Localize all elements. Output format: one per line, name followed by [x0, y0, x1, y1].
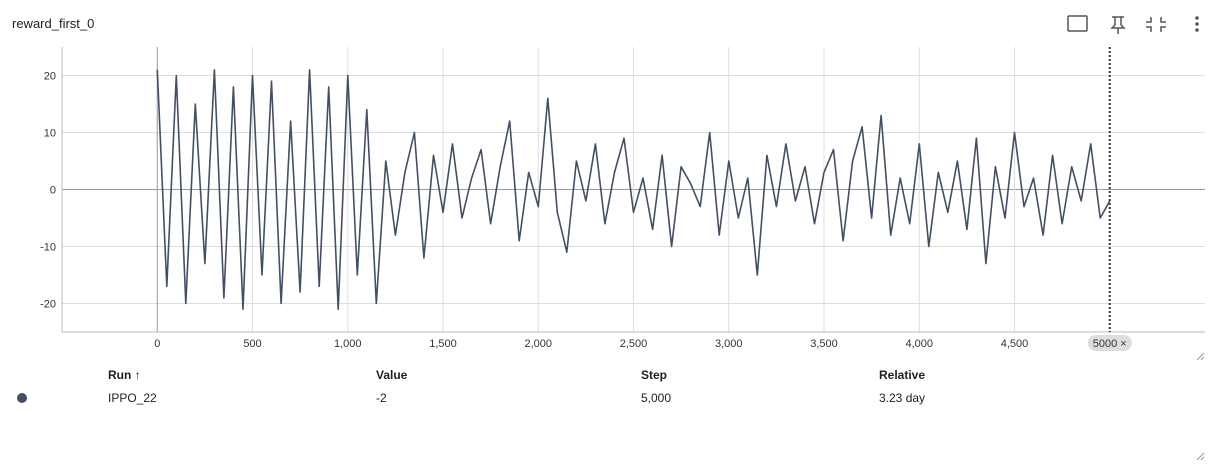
series-line: [156, 69, 1111, 310]
resize-handle[interactable]: [1196, 352, 1205, 461]
column-header: Value: [376, 368, 408, 382]
pin-icon[interactable]: [1110, 16, 1126, 34]
x-tick-label: 1,500: [429, 338, 457, 350]
column-header: Run ↑: [108, 368, 141, 382]
table-cell: 5,000: [641, 391, 671, 405]
toolbar: [1067, 15, 1199, 34]
x-tick-label: 4,000: [905, 338, 933, 350]
cursor-label[interactable]: 5000 ×: [1093, 338, 1127, 350]
y-tick-label: -20: [40, 299, 56, 311]
table-cell: IPPO_22: [108, 391, 157, 405]
chart-title: reward_first_0: [12, 16, 94, 31]
x-tick-label: 500: [243, 338, 261, 350]
x-tick-label: 1,000: [334, 338, 362, 350]
fit-icon[interactable]: [1067, 15, 1088, 32]
table-cell: 3.23 day: [879, 391, 925, 405]
x-tick-label: 3,000: [715, 338, 743, 350]
y-tick-label: 10: [44, 128, 56, 140]
legend-dot: [17, 393, 27, 403]
x-tick-label: 0: [154, 338, 160, 350]
collapse-icon[interactable]: [1146, 17, 1166, 32]
cursor-chip: [1087, 335, 1132, 351]
x-tick-label: 2,500: [620, 338, 648, 350]
y-tick-label: 20: [44, 71, 56, 83]
menu-icon[interactable]: [1195, 16, 1199, 32]
x-tick-label: 3,500: [810, 338, 838, 350]
x-tick-label: 4,500: [1001, 338, 1029, 350]
y-tick-label: -10: [40, 242, 56, 254]
column-header: Step: [641, 368, 667, 382]
table-cell: -2: [376, 391, 387, 405]
column-header: Relative: [879, 368, 925, 382]
y-tick-label: 0: [50, 185, 56, 197]
x-tick-label: 2,000: [524, 338, 552, 350]
